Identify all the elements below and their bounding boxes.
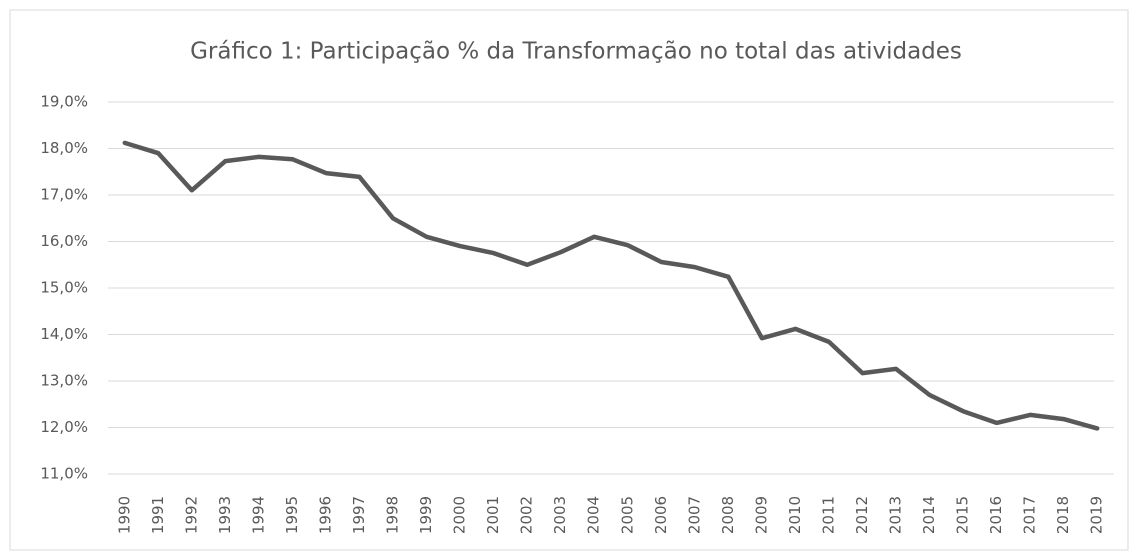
x-tick-label: 2011 [819,496,837,534]
x-tick-label: 2002 [518,496,536,534]
x-tick-label: 2005 [618,496,636,534]
x-tick-label: 2019 [1088,496,1106,534]
chart-border [9,9,1129,551]
x-tick-label: 2015 [954,496,972,534]
x-tick-label: 1999 [417,496,435,534]
x-tick-label: 2014 [920,496,938,534]
y-tick-label: 11,0% [40,465,88,483]
x-tick-label: 1996 [316,496,334,534]
x-tick-label: 2006 [652,496,670,534]
x-tick-label: 2009 [752,496,770,534]
x-tick-label: 2016 [987,496,1005,534]
x-tick-label: 2008 [719,496,737,534]
y-tick-label: 16,0% [40,232,88,250]
x-tick-label: 2010 [786,496,804,534]
x-tick-label: 1995 [283,496,301,534]
chart-title: Gráfico 1: Participação % da Transformaç… [190,39,962,65]
x-tick-label: 1992 [182,496,200,534]
x-tick-label: 2003 [551,496,569,534]
y-tick-label: 13,0% [40,372,88,390]
x-tick-label: 1997 [350,496,368,534]
y-tick-label: 15,0% [40,279,88,297]
x-tick-label: 2013 [887,496,905,534]
x-tick-label: 2017 [1021,496,1039,534]
x-tick-label: 1990 [115,496,133,534]
x-tick-label: 2004 [585,496,603,534]
x-tick-label: 2018 [1054,496,1072,534]
x-tick-label: 1998 [384,496,402,534]
x-tick-label: 2001 [484,496,502,534]
x-tick-label: 2012 [853,496,871,534]
y-tick-label: 18,0% [40,139,88,157]
line-series [122,140,1100,431]
y-tick-label: 17,0% [40,186,88,204]
y-tick-label: 14,0% [40,325,88,343]
x-tick-label: 2007 [685,496,703,534]
x-tick-label: 1993 [216,496,234,534]
x-tick-label: 1991 [149,496,167,534]
y-tick-label: 12,0% [40,418,88,436]
x-tick-label: 2000 [451,496,469,534]
x-tick-label: 1994 [249,496,267,534]
y-tick-label: 19,0% [40,93,88,111]
